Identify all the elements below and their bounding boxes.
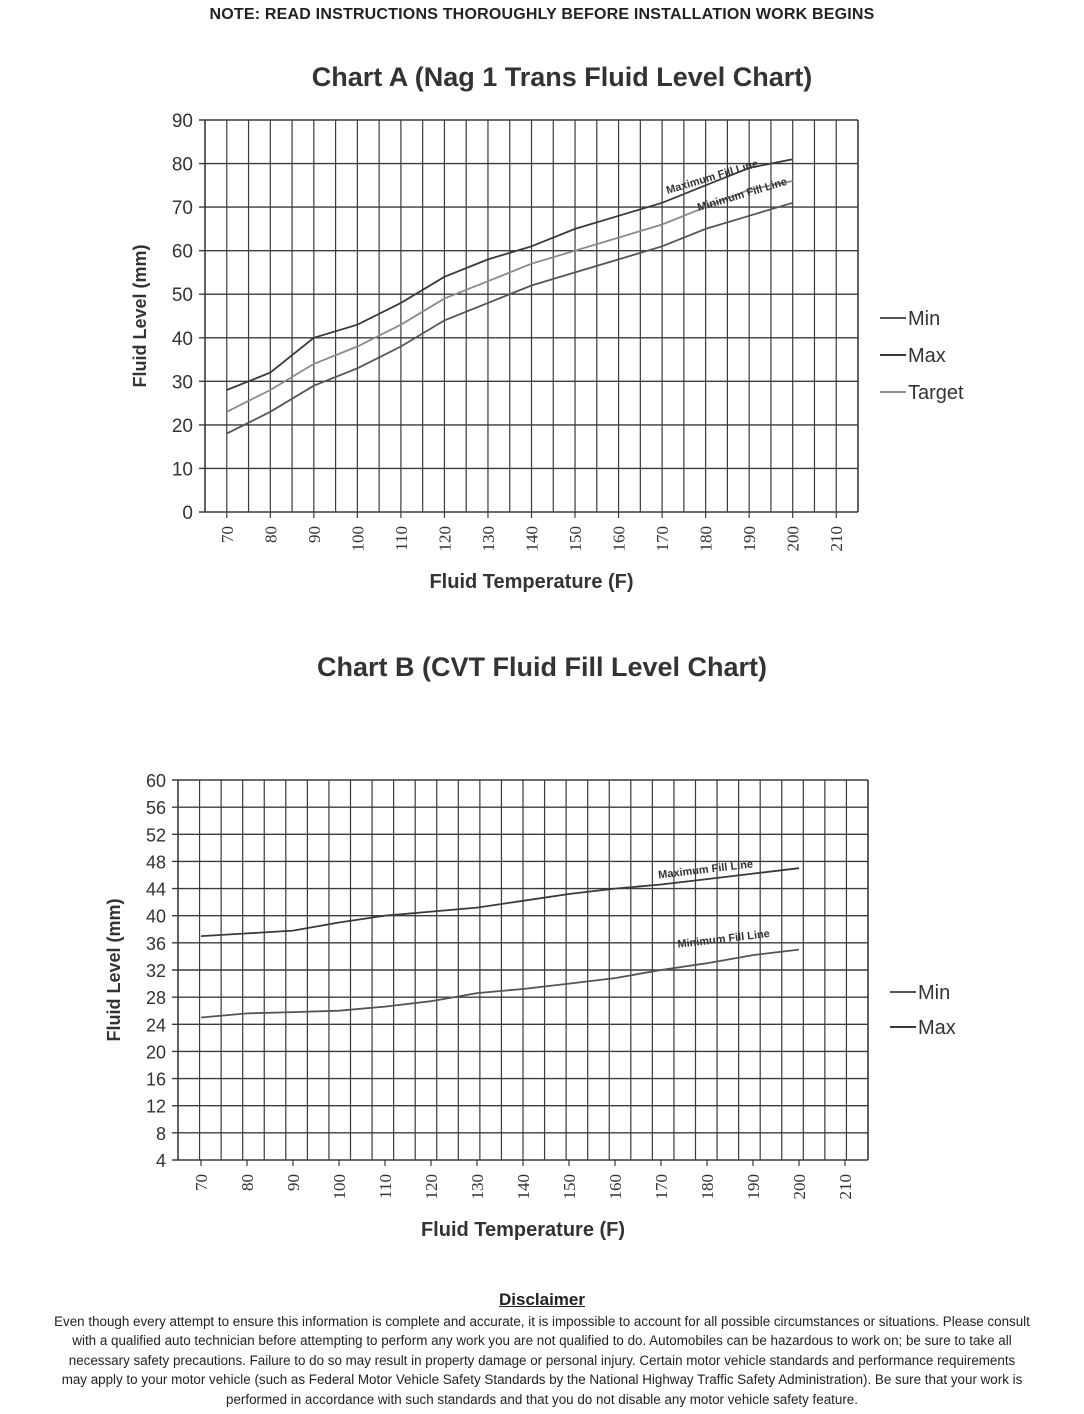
x-tick-label: 200	[790, 1174, 809, 1200]
y-tick-label: 4	[156, 1151, 166, 1171]
disclaimer-line: performed in accordance with such standa…	[226, 1391, 858, 1407]
x-axis-title: Fluid Temperature (F)	[421, 1219, 625, 1241]
x-tick-label: 150	[560, 1174, 579, 1200]
x-tick-label: 110	[392, 526, 411, 551]
y-tick-label: 60	[172, 242, 193, 263]
installation-note: NOTE: READ INSTRUCTIONS THOROUGHLY BEFOR…	[209, 6, 875, 23]
x-tick-label: 170	[652, 1174, 671, 1200]
x-tick-label: 190	[744, 1174, 763, 1200]
disclaimer-line: necessary safety precautions. Failure to…	[68, 1352, 1016, 1368]
min-fill-line-label: Minimum Fill Line	[677, 928, 771, 951]
y-tick-label: 80	[172, 155, 193, 176]
y-tick-label: 40	[146, 907, 166, 927]
series-line-max	[226, 158, 793, 391]
x-tick-label: 120	[435, 526, 454, 552]
y-tick-label: 44	[146, 880, 166, 900]
x-tick-label: 100	[348, 526, 367, 552]
x-tick-label: 70	[192, 1174, 211, 1191]
series-line-min	[200, 948, 800, 1019]
series-line-max	[200, 867, 800, 937]
x-tick-label: 200	[784, 526, 803, 552]
y-tick-label: 52	[146, 825, 166, 845]
legend-label-max: Max	[908, 345, 946, 367]
disclaimer-heading: Disclaimer	[499, 1290, 585, 1309]
legend-label-max: Max	[918, 1017, 956, 1039]
disclaimer-line: may apply to your motor vehicle (such as…	[61, 1372, 1023, 1388]
x-tick-label: 180	[697, 526, 716, 552]
x-tick-label: 130	[479, 526, 498, 552]
disclaimer-text: Even though every attempt to ensure this…	[4, 1312, 1080, 1409]
x-tick-label: 90	[284, 1174, 303, 1191]
x-tick-label: 110	[376, 1174, 395, 1199]
disclaimer-line: with a qualified auto technician before …	[72, 1333, 1012, 1349]
x-tick-label: 210	[836, 1174, 855, 1200]
legend-label-min: Min	[908, 308, 940, 330]
y-tick-label: 36	[146, 934, 166, 954]
x-tick-label: 140	[514, 1174, 533, 1200]
x-tick-label: 80	[261, 526, 280, 543]
x-tick-label: 140	[523, 526, 542, 552]
y-tick-label: 12	[146, 1097, 166, 1117]
x-tick-label: 210	[827, 526, 846, 552]
y-tick-label: 16	[146, 1070, 166, 1090]
disclaimer-line: Even though every attempt to ensure this…	[54, 1314, 1030, 1329]
y-tick-label: 90	[172, 111, 193, 132]
y-tick-label: 28	[146, 988, 166, 1008]
series-line-target	[226, 180, 793, 413]
y-axis-title: Fluid Level (mm)	[130, 244, 150, 387]
x-tick-label: 100	[330, 1174, 349, 1200]
y-tick-label: 20	[172, 416, 193, 437]
y-tick-label: 50	[172, 285, 193, 306]
y-tick-label: 20	[146, 1042, 166, 1062]
y-tick-label: 8	[156, 1124, 166, 1144]
legend-label-target: Target	[908, 382, 964, 404]
y-tick-label: 0	[182, 503, 193, 524]
x-tick-label: 150	[566, 526, 585, 552]
y-tick-label: 24	[146, 1015, 166, 1035]
y-axis-title: Fluid Level (mm)	[104, 898, 124, 1041]
chart-a: 0 10 20 30 40 50 60 70 80 90 70 80 90 100 110 120 130 140…	[130, 111, 964, 593]
x-tick-label: 160	[606, 1174, 625, 1200]
y-tick-label: 60	[146, 771, 166, 791]
x-tick-label: 70	[218, 526, 237, 543]
x-tick-label: 80	[238, 1174, 257, 1191]
x-tick-label: 180	[698, 1174, 717, 1200]
x-tick-label: 120	[422, 1174, 441, 1200]
x-tick-label: 170	[653, 526, 672, 552]
x-tick-label: 130	[468, 1174, 487, 1200]
series-line-min	[226, 201, 793, 435]
x-tick-label: 190	[740, 526, 759, 552]
y-tick-label: 30	[172, 372, 193, 393]
x-tick-label: 160	[610, 526, 629, 552]
y-tick-label: 40	[172, 329, 193, 350]
y-tick-label: 48	[146, 852, 166, 872]
y-tick-label: 56	[146, 798, 166, 818]
x-axis-title: Fluid Temperature (F)	[429, 571, 633, 593]
legend-label-min: Min	[918, 982, 950, 1004]
y-tick-label: 70	[172, 198, 193, 219]
chart-b-title: Chart B (CVT Fluid Fill Level Chart)	[316, 652, 768, 682]
y-tick-label: 10	[172, 459, 193, 480]
chart-a-title: Chart A (Nag 1 Trans Fluid Level Chart)	[311, 62, 813, 92]
y-tick-label: 32	[146, 961, 166, 981]
x-tick-label: 90	[305, 526, 324, 543]
